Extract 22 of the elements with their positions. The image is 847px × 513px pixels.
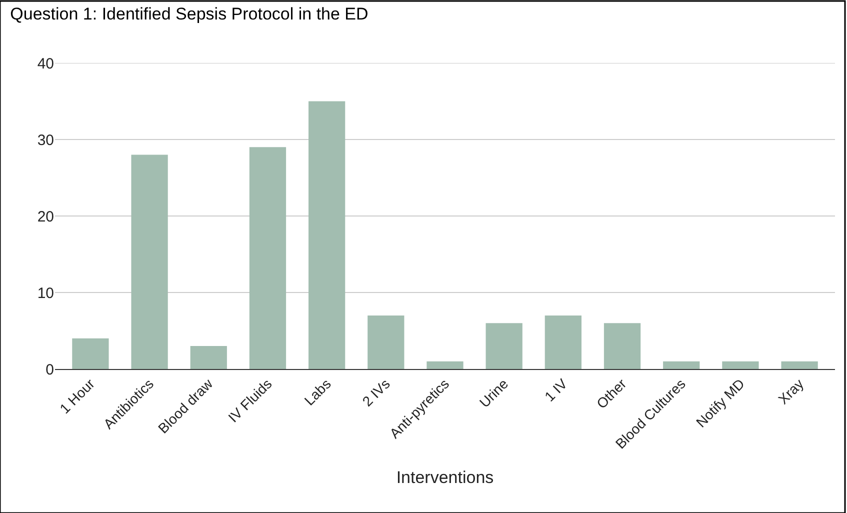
bar bbox=[781, 361, 818, 369]
bar bbox=[426, 361, 464, 369]
bar bbox=[72, 338, 109, 369]
bar bbox=[722, 361, 759, 369]
bar bbox=[604, 323, 641, 369]
y-tick-label: 0 bbox=[46, 361, 54, 378]
bar bbox=[308, 101, 346, 369]
y-tick-label: 20 bbox=[37, 208, 54, 226]
x-tick-label: 2 IVs bbox=[359, 376, 393, 410]
y-tick-label: 10 bbox=[37, 284, 54, 302]
bar bbox=[544, 315, 582, 369]
bar bbox=[249, 147, 286, 369]
bar bbox=[663, 361, 700, 369]
bar bbox=[131, 154, 168, 369]
bar bbox=[368, 315, 404, 369]
x-tick-label: 1 IV bbox=[541, 375, 571, 404]
bar bbox=[486, 323, 522, 369]
y-tick-label: 30 bbox=[37, 132, 54, 149]
bar bbox=[190, 346, 227, 369]
chart-title: Question 1: Identified Sepsis Protocol in the ED bbox=[10, 4, 368, 24]
x-axis-title: Interventions bbox=[396, 468, 494, 488]
y-tick-label: 40 bbox=[37, 55, 54, 72]
